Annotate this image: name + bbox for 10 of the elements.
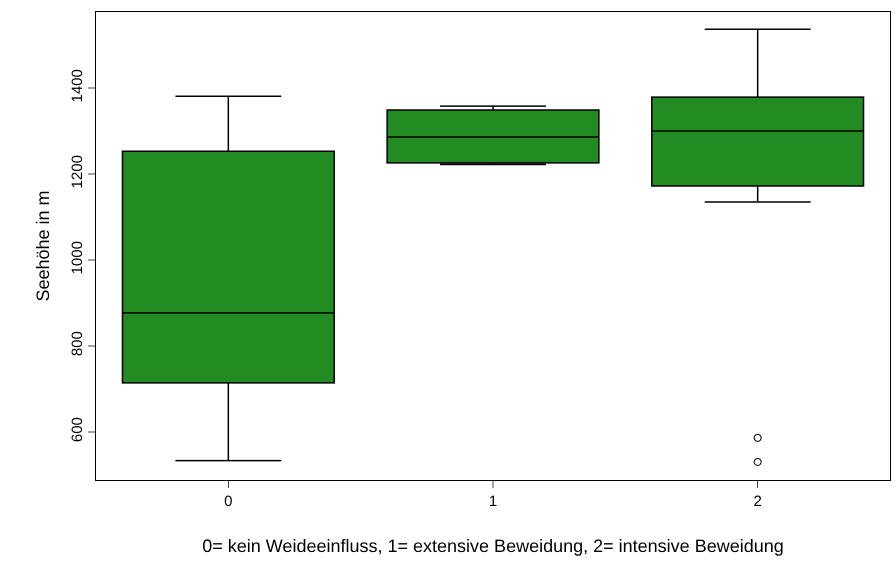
x-tick-label: 0: [224, 493, 232, 510]
y-tick-label: 1000: [69, 241, 86, 274]
y-tick-label: 1400: [69, 69, 86, 103]
x-tick-label: 2: [754, 493, 762, 510]
x-tick-label: 1: [488, 493, 498, 510]
x-axis-title: 0= kein Weideeinfluss, 1= extensive Beweidung, 2= intensive Beweidung: [202, 536, 784, 556]
y-axis-title: Seehöhe in m: [33, 190, 54, 302]
y-tick-label: 600: [69, 417, 86, 442]
y-tick-label: 1200: [69, 155, 86, 188]
y-tick-label: 800: [69, 331, 86, 356]
